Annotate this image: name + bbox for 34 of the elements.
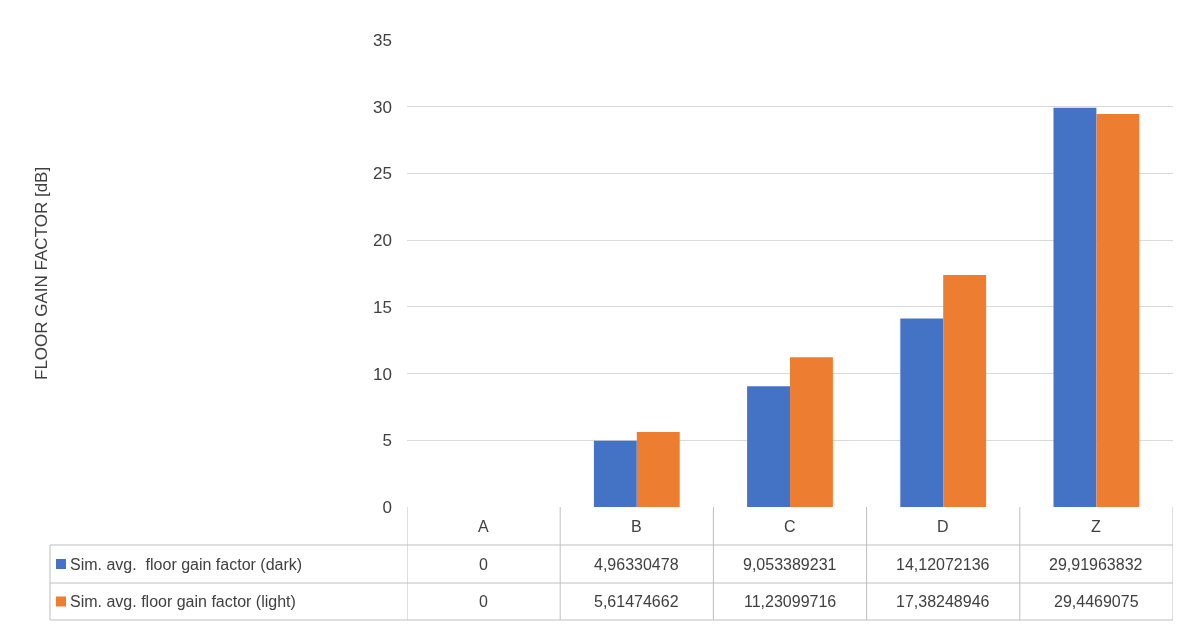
legend-label: Sim. avg. floor gain factor (dark) <box>70 556 303 573</box>
bar <box>900 318 944 507</box>
x-tick-label: B <box>631 518 642 535</box>
y-tick-label: 10 <box>373 364 392 384</box>
x-tick-label: C <box>784 518 796 535</box>
text: FLOOR GAIN FACTOR [dB] <box>32 166 51 380</box>
bar <box>593 440 637 507</box>
data-label: 9,053389231 <box>743 556 837 573</box>
x-tick-label: D <box>937 518 949 535</box>
data-label: 11,23099716 <box>744 593 837 610</box>
data-label: 5,61474662 <box>594 593 679 610</box>
x-tick-label: Z <box>1091 518 1101 535</box>
bar <box>943 275 987 507</box>
bar <box>790 357 833 507</box>
bar <box>1053 107 1097 507</box>
bar <box>636 432 680 507</box>
data-label: 14,12072136 <box>896 556 990 573</box>
legend-label: Sim. avg. floor gain factor (light) <box>70 593 296 610</box>
y-tick-label: 15 <box>373 297 392 317</box>
y-tick-label: 5 <box>382 431 392 451</box>
data-label: 29,4469075 <box>1054 593 1139 610</box>
data-label: 4,96330478 <box>594 556 679 573</box>
y-tick-label: 25 <box>373 164 392 184</box>
y-tick-label: 0 <box>382 497 392 517</box>
data-label: 17,38248946 <box>896 593 990 610</box>
y-tick-label: 30 <box>373 97 392 117</box>
x-tick-label: A <box>478 518 489 535</box>
data-label: 29,91963832 <box>1049 556 1143 573</box>
bar <box>747 386 790 507</box>
bar <box>1096 114 1140 507</box>
y-tick-label: 35 <box>373 30 392 50</box>
data-label: 0 <box>479 593 488 610</box>
data-label: 0 <box>479 556 488 573</box>
y-tick-label: 20 <box>373 231 392 251</box>
